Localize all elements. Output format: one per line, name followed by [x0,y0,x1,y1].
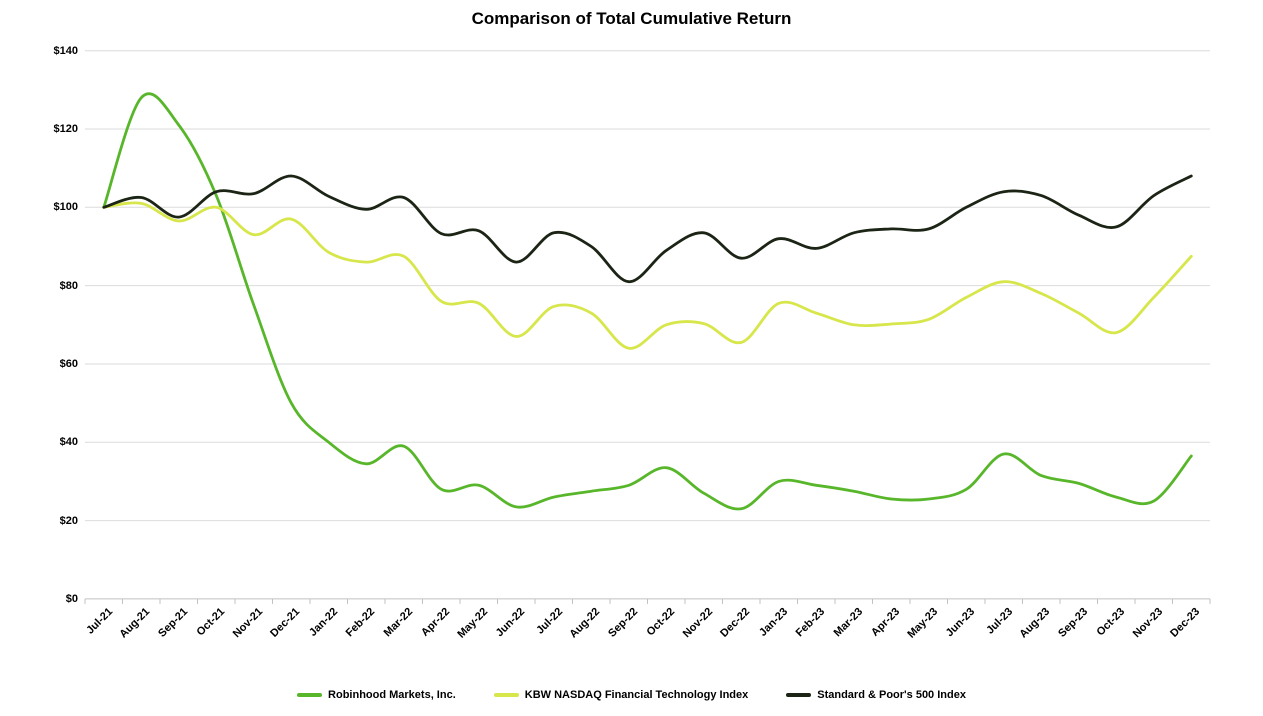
legend-label: Standard & Poor's 500 Index [817,689,966,701]
series-line-standard-poor-s-500-index [102,174,1193,284]
y-axis-label: $140 [53,44,78,57]
y-axis-label: $0 [65,592,78,605]
y-axis-label: $20 [59,514,78,527]
legend: Robinhood Markets, Inc. KBW NASDAQ Finan… [0,688,1263,702]
legend-line-swatch-robinhood [297,693,323,697]
legend-item-robinhood: Robinhood Markets, Inc. [297,688,456,702]
legend-line-swatch-kbw-nasdaq [493,693,519,697]
legend-line-swatch-sp500 [786,693,812,697]
y-axis-label: $40 [59,436,78,449]
legend-item-kbw-nasdaq: KBW NASDAQ Financial Technology Index [493,688,749,702]
chart-title: Comparison of Total Cumulative Return [471,9,792,28]
y-axis-label: $60 [59,358,78,370]
y-axis-label: $120 [53,123,78,135]
legend-label: Robinhood Markets, Inc. [328,689,456,701]
legend-item-sp500: Standard & Poor's 500 Index [786,688,966,702]
series-line-kbw-nasdaq-financial-technology-index [102,201,1193,350]
y-axis-label: $100 [53,201,78,214]
series-line-robinhood-markets-inc [102,92,1193,511]
legend-label: KBW NASDAQ Financial Technology Index [524,689,749,701]
y-axis-label: $80 [59,279,78,292]
